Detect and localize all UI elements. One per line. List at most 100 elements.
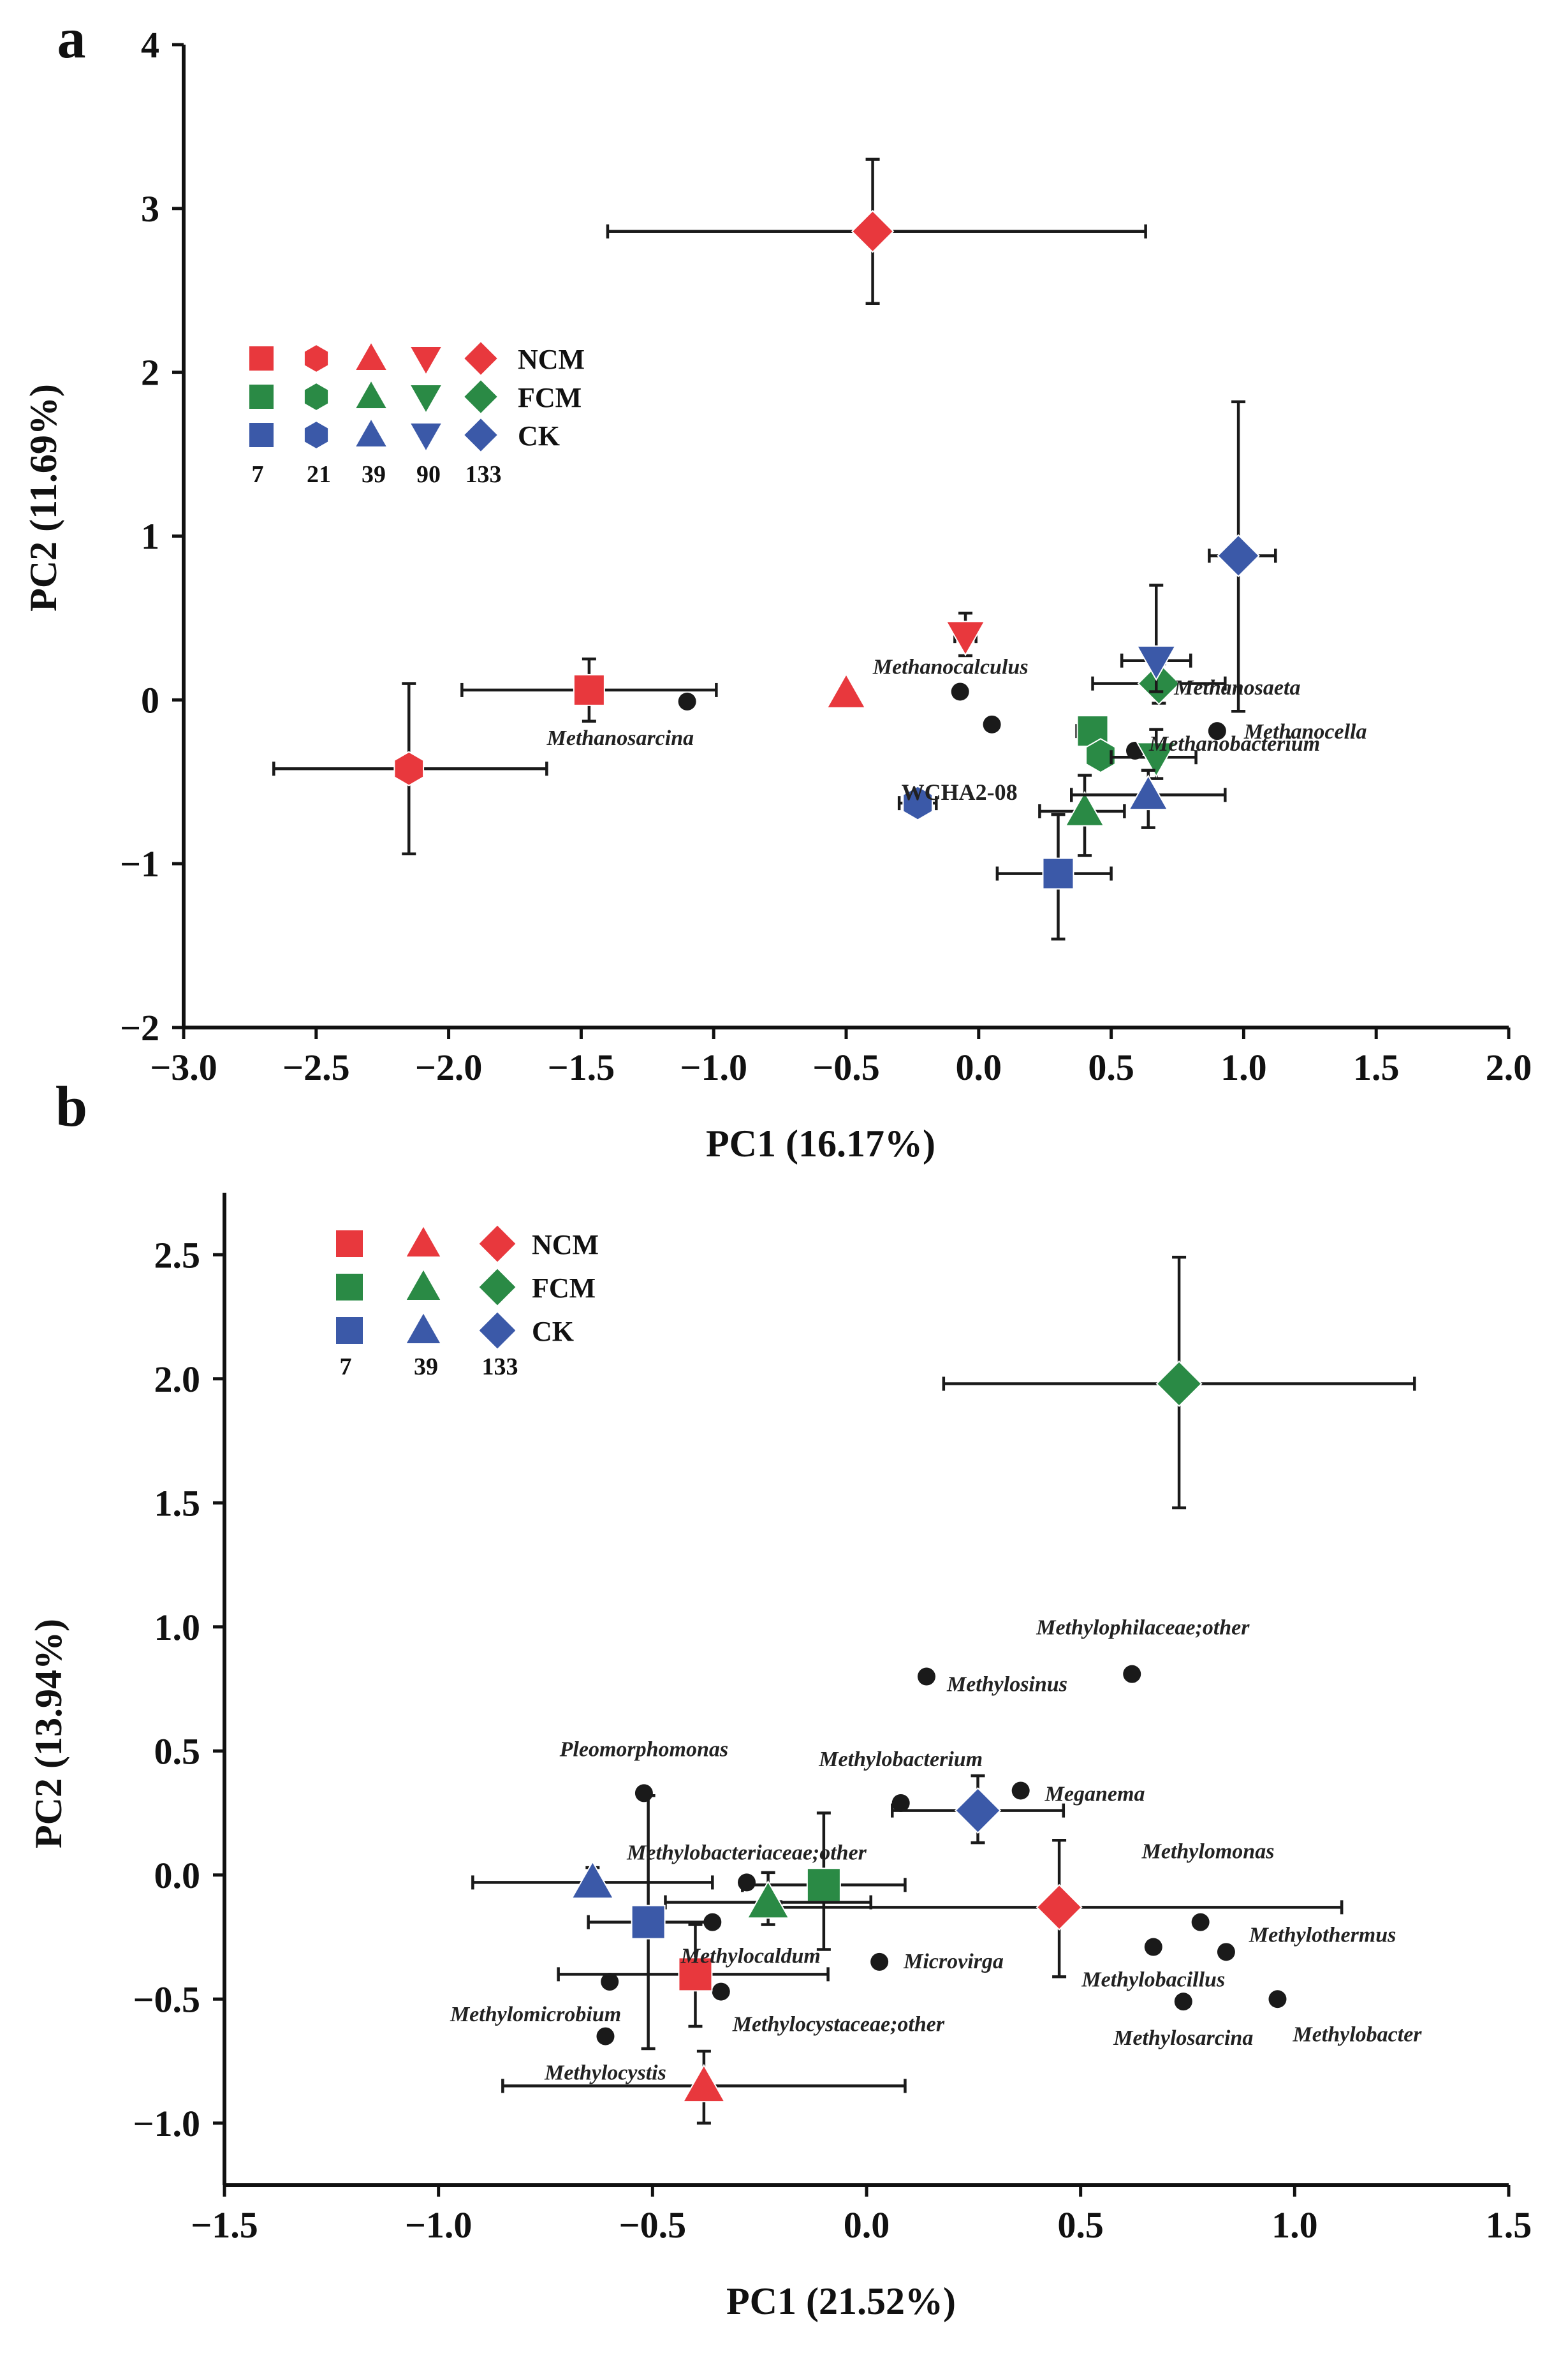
marker-ck-day133-diamond <box>1217 534 1260 578</box>
taxon-dot <box>1191 1913 1210 1931</box>
legend-marker-ncm-square <box>336 1230 363 1257</box>
taxon-label: Methylobacterium <box>818 1748 983 1771</box>
legend-marker-ck-diamond <box>479 1312 516 1349</box>
y-tick-label: −0.5 <box>133 1979 200 2020</box>
taxon-dot <box>983 715 1001 733</box>
x-tick-label: −1.0 <box>680 1047 747 1088</box>
legend-day-label: 133 <box>482 1353 518 1380</box>
y-axis-title: PC2 (11.69%) <box>22 384 64 612</box>
x-tick-label: −0.5 <box>619 2204 687 2246</box>
marker-ncm-day7-square <box>573 674 605 706</box>
taxon-dot <box>1011 1781 1030 1800</box>
x-tick-label: 1.5 <box>1353 1047 1400 1088</box>
marker-fcm-day7-square <box>806 1868 841 1903</box>
taxon-dot <box>1217 1943 1235 1961</box>
marker-ncm-day133-diamond <box>851 209 895 253</box>
taxon-dot <box>870 1952 889 1971</box>
marker-fcm-day39-triangle-up <box>1064 790 1105 827</box>
taxon-dot <box>891 1794 910 1812</box>
x-tick-label: −1.0 <box>405 2204 473 2246</box>
legend-marker-ck-diamond <box>464 418 497 452</box>
marker-ncm-day21-hexagon <box>393 751 425 786</box>
legend-marker-ncm-diamond <box>479 1225 516 1262</box>
y-tick-label: −2 <box>120 1007 159 1049</box>
panel-b-methanotroph-pca: b −1.5 −1.0 −0.5 0.0 0.5 1.0 1.5 −1.0 −0.5 0.0 0.5 1… <box>27 1075 1532 2322</box>
x-tick-label: 2.0 <box>1486 1047 1532 1088</box>
legend-marker-fcm-triangle-up <box>356 381 386 409</box>
x-tick-label: −0.5 <box>812 1047 880 1088</box>
taxon-dot <box>1208 722 1226 741</box>
x-tick-label: 1.5 <box>1486 2204 1532 2246</box>
x-tick-label: 0.5 <box>1088 1047 1134 1088</box>
taxon-label: Pleomorphomonas <box>559 1737 728 1761</box>
taxon-label: Methanosarcina <box>546 726 694 750</box>
panel-label-b: b <box>55 1075 87 1138</box>
legend-marker-ck-hexagon <box>304 422 328 448</box>
marker-fcm-day133-diamond <box>1137 661 1181 705</box>
x-tick-label: −2.0 <box>415 1047 483 1088</box>
x-tick-label: 1.0 <box>1220 1047 1267 1088</box>
legend-marker-ck-square <box>249 423 274 447</box>
legend-marker-fcm-diamond <box>479 1269 516 1306</box>
legend-marker-fcm-triangle-up <box>406 1270 441 1300</box>
taxon-label: Methylothermus <box>1249 1923 1396 1947</box>
legend-marker-ck-triangle-down <box>411 423 441 450</box>
marker-ncm-day7-square <box>678 1957 713 1992</box>
marker-ck-day133-diamond <box>955 1787 1002 1834</box>
y-tick-label: 1.0 <box>154 1607 201 1648</box>
legend-label-ck: CK <box>532 1316 574 1347</box>
legend-label-ck: CK <box>518 420 560 452</box>
taxon-label: Methylocystis <box>544 2061 666 2085</box>
legend-marker-ncm-triangle-up <box>356 343 386 371</box>
y-tick-label: 2 <box>141 352 159 394</box>
y-tick-label: 1.5 <box>154 1482 201 1524</box>
x-tick-label: −1.5 <box>548 1047 615 1088</box>
legend-day-label: 7 <box>340 1353 352 1380</box>
taxon-label: Methylomonas <box>1141 1840 1275 1864</box>
taxon-dot <box>917 1667 935 1686</box>
taxon-dot <box>1174 1993 1192 2011</box>
legend-day-label: 39 <box>362 461 386 488</box>
taxon-dot <box>601 1973 619 1991</box>
y-tick-label: 0.5 <box>154 1730 201 1772</box>
legend-label-ncm: NCM <box>532 1229 599 1260</box>
x-axis-title: PC1 (16.17%) <box>706 1123 935 1165</box>
taxon-dot <box>738 1873 756 1892</box>
marker-ck-day39-triangle-up <box>571 1860 615 1899</box>
taxon-label: Methylosinus <box>946 1673 1067 1697</box>
panel-a-methanogen-pca: a −3.0 −2.5 −2.0 −1.5 −1.0 −0.5 0.0 0.5 1.0 1.5 2.0… <box>22 7 1532 1165</box>
y-tick-label: −1 <box>120 843 159 885</box>
taxon-label: Methanobacterium <box>1148 732 1320 756</box>
taxon-label: Methylomicrobium <box>450 2003 621 2026</box>
legend-day-label: 7 <box>252 461 264 488</box>
legend-marker-ck-triangle-up <box>406 1313 441 1343</box>
marker-fcm-day21-hexagon <box>1085 738 1116 774</box>
taxon-dot <box>596 2027 615 2045</box>
legend-marker-fcm-triangle-down <box>411 385 441 412</box>
y-tick-label: 0 <box>141 679 159 721</box>
y-tick-label: −1.0 <box>133 2103 200 2144</box>
marker-fcm-day39-triangle-up <box>746 1880 790 1919</box>
taxon-label: Methylobacter <box>1292 2023 1422 2046</box>
marker-ck-day90-triangle-down <box>1136 645 1176 681</box>
legend-label-fcm: FCM <box>518 382 582 413</box>
legend-marker-ck-square <box>336 1317 363 1344</box>
taxon-label: WCHA2-08 <box>902 779 1018 805</box>
taxon-label: Methylobacillus <box>1081 1968 1225 1992</box>
marker-ncm-day39-triangle-up <box>826 673 867 709</box>
x-tick-label: 0.0 <box>844 2204 890 2246</box>
y-tick-label: 0.0 <box>154 1855 201 1896</box>
x-tick-label: −1.5 <box>191 2204 258 2246</box>
marker-ncm-day90-triangle-down <box>945 621 986 657</box>
y-tick-label: 3 <box>141 188 159 230</box>
legend-label-ncm: NCM <box>518 344 585 375</box>
marker-ck-day21-hexagon <box>902 785 934 821</box>
taxon-label: Methanosaeta <box>1173 676 1300 700</box>
taxon-dot <box>951 682 969 701</box>
legend-marker-ncm-triangle-up <box>406 1227 441 1256</box>
taxon-label: Methylocystaceae;other <box>732 2013 945 2037</box>
legend-a: NCM FCM CK 7 21 39 90 133 <box>249 342 585 488</box>
y-tick-label: 4 <box>141 24 159 66</box>
